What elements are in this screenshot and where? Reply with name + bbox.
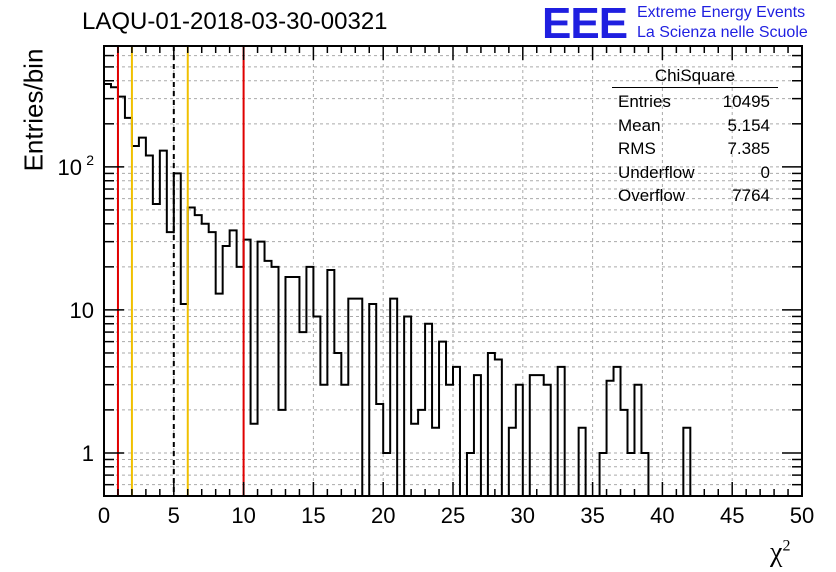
- stats-row-entries: Entries 10495: [612, 90, 778, 114]
- eee-logo: EEE: [542, 0, 628, 48]
- x-tick-label: 20: [371, 503, 395, 528]
- stats-value: 7764: [732, 186, 770, 205]
- stats-row-rms: RMS 7.385: [612, 137, 778, 161]
- x-tick-label: 30: [511, 503, 535, 528]
- x-axis-label: χ2: [770, 537, 790, 569]
- logo-line-1: Extreme Energy Events: [637, 4, 806, 21]
- stats-row-overflow: Overflow 7764: [612, 184, 778, 208]
- logo-text: Extreme Energy Events La Scienza nelle S…: [637, 3, 808, 43]
- x-tick-label: 5: [168, 503, 180, 528]
- stats-label: Underflow: [618, 162, 695, 182]
- x-tick-label: 25: [441, 503, 465, 528]
- x-tick-label: 50: [790, 503, 814, 528]
- stats-value: 5.154: [727, 115, 770, 135]
- stats-row-underflow: Underflow 0: [612, 161, 778, 185]
- y-tick-label-sup: 2: [86, 152, 94, 168]
- x-tick-label: 0: [98, 503, 110, 528]
- x-tick-label: 45: [720, 503, 744, 528]
- x-tick-label: 10: [231, 503, 255, 528]
- y-tick-label: 1: [82, 441, 94, 466]
- logo-line-2: La Scienza nelle Scuole: [637, 24, 808, 41]
- x-axis-label-base: χ: [770, 537, 783, 568]
- stats-label: RMS: [618, 139, 656, 158]
- stats-label: Overflow: [618, 186, 686, 205]
- stats-value: 0: [760, 162, 770, 182]
- stats-label: Entries: [618, 92, 671, 111]
- stats-box: ChiSquare Entries 10495 Mean 5.154 RMS 7.385 U…: [612, 66, 778, 208]
- x-tick-label: 15: [301, 503, 325, 528]
- y-tick-label: 10: [70, 298, 94, 323]
- x-axis-label-sup: 2: [782, 537, 791, 555]
- stats-value: 10495: [722, 92, 770, 111]
- x-tick-label: 40: [650, 503, 674, 528]
- stats-rows: Entries 10495 Mean 5.154 RMS 7.385 Underflow 0 O…: [612, 90, 778, 208]
- y-tick-label: 10: [58, 155, 82, 180]
- stats-value: 7.385: [727, 139, 770, 158]
- stats-label: Mean: [618, 115, 661, 135]
- x-tick-label: 35: [580, 503, 604, 528]
- chart-title: LAQU-01-2018-03-30-00321: [82, 8, 388, 35]
- stats-title: ChiSquare: [612, 66, 778, 88]
- stats-row-mean: Mean 5.154: [612, 114, 778, 138]
